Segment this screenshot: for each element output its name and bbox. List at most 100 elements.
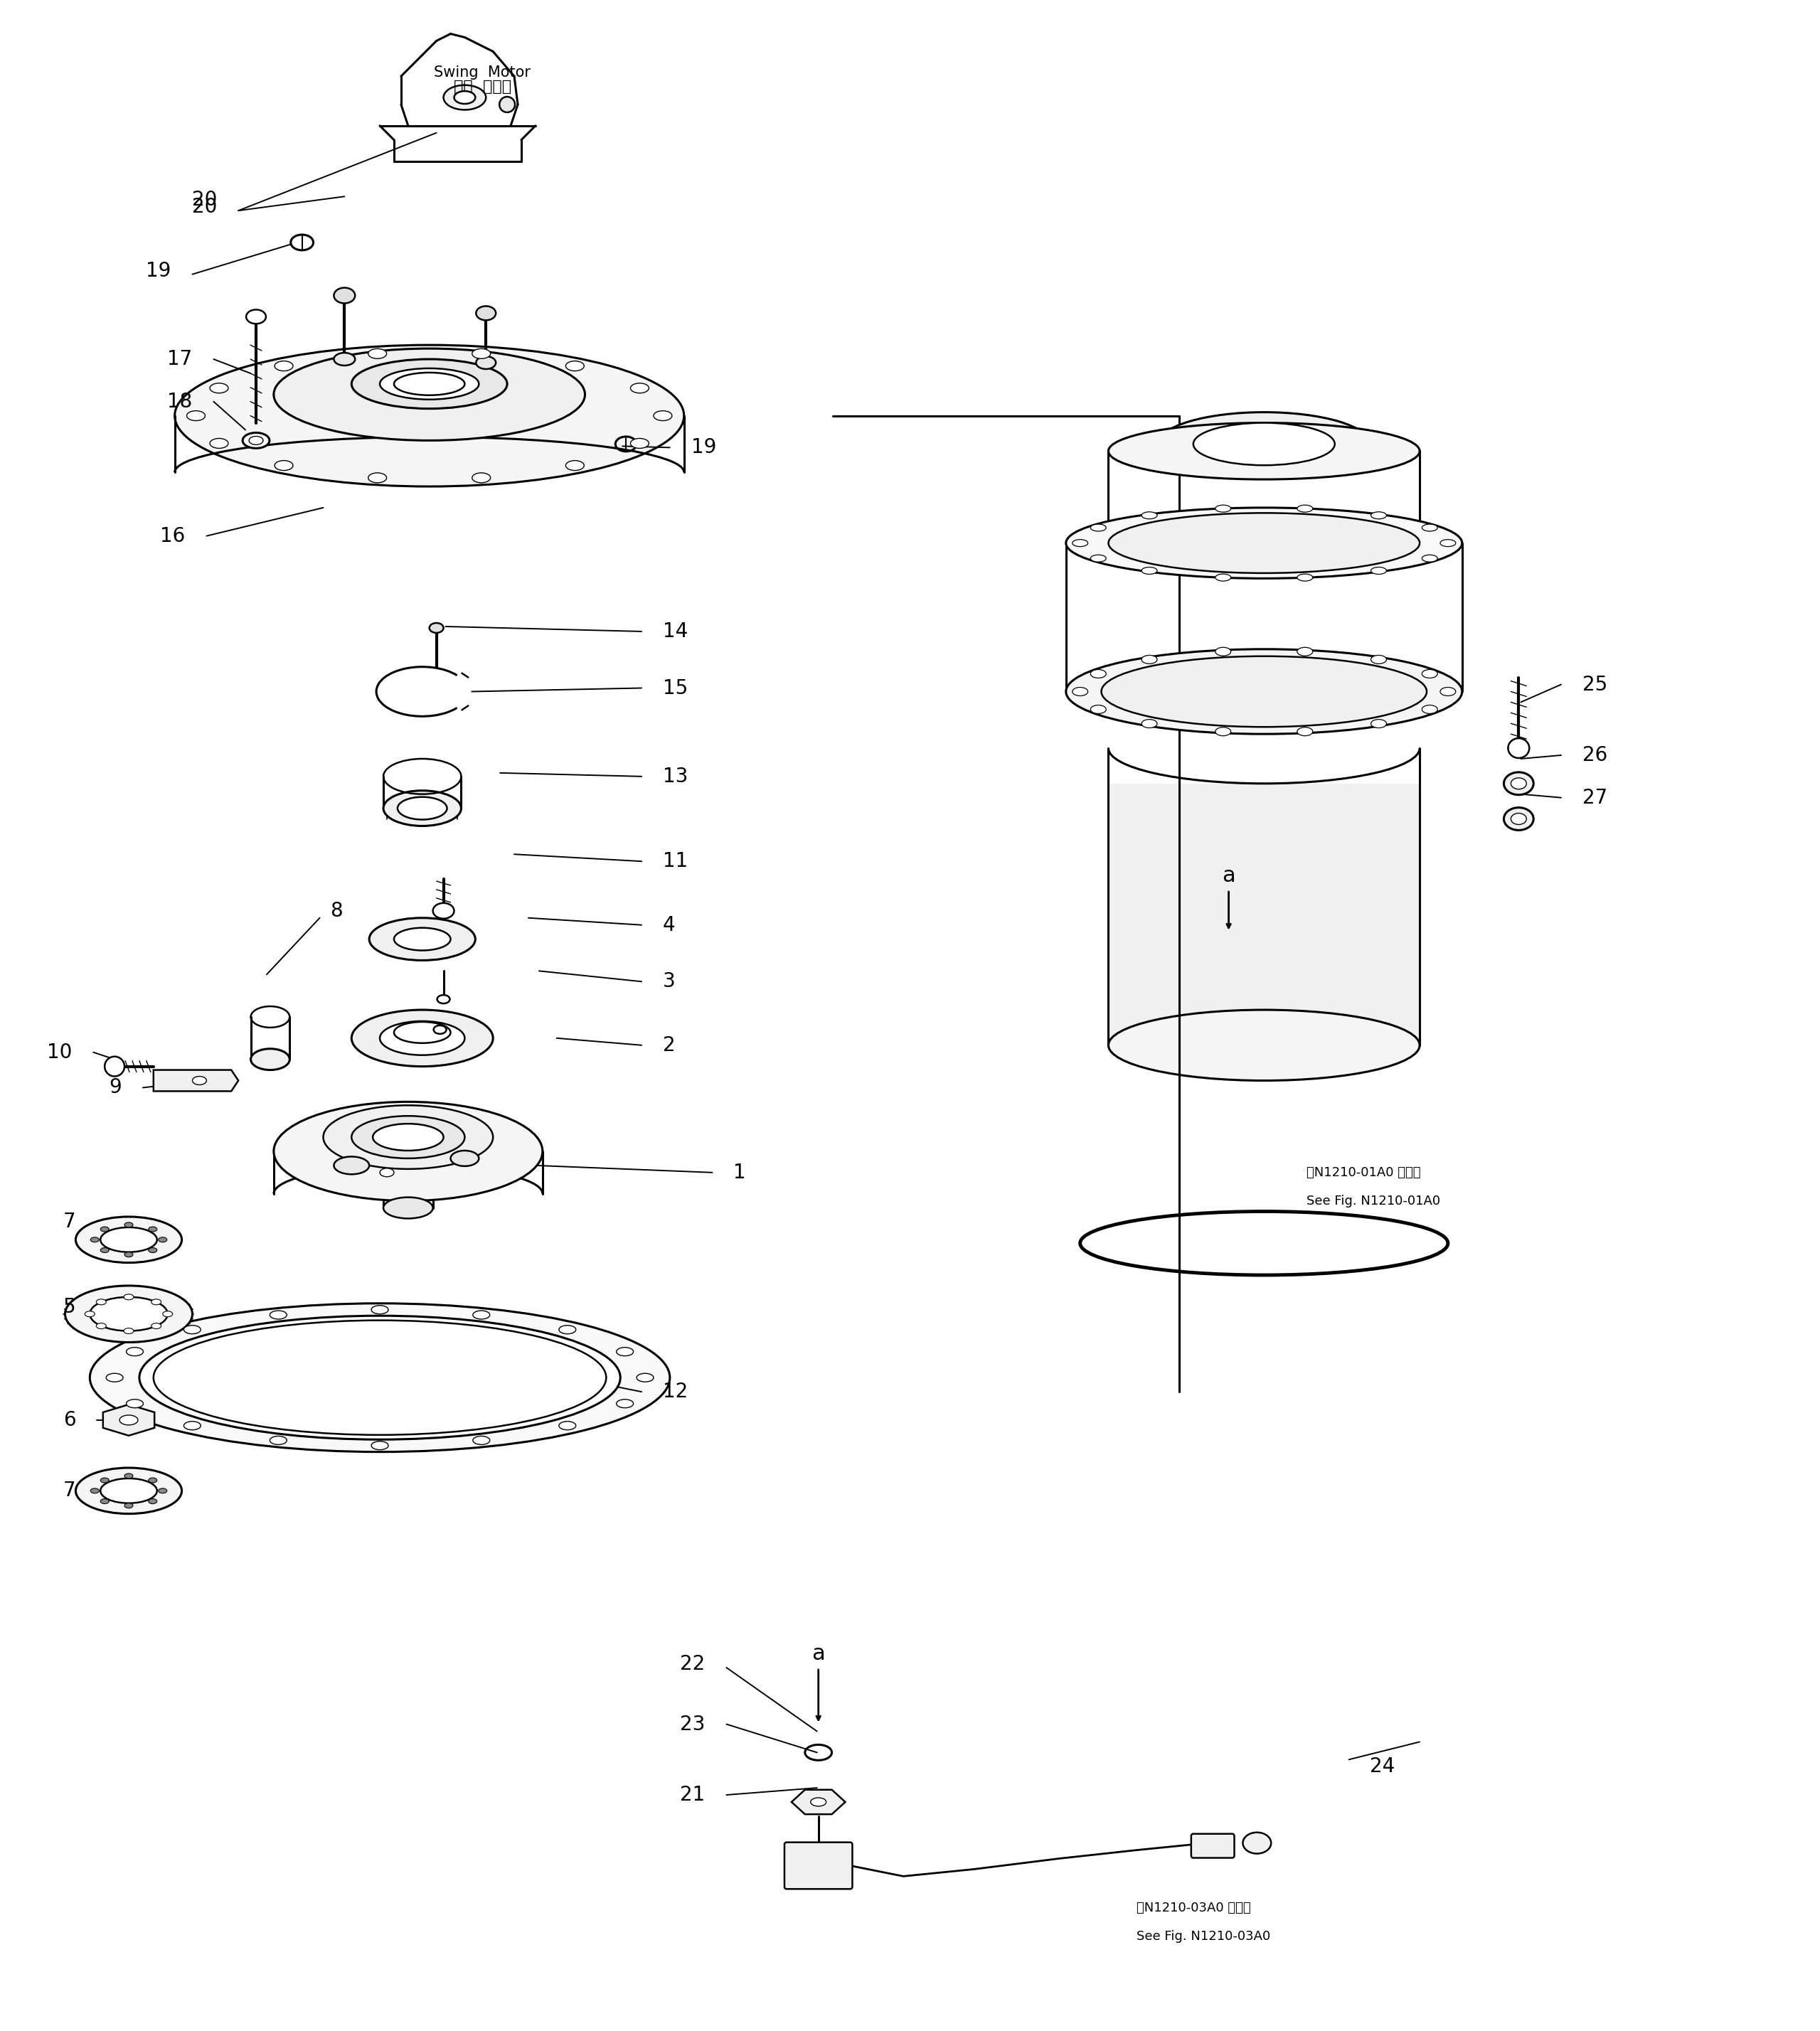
Ellipse shape [1108,1009,1420,1080]
Ellipse shape [1503,808,1534,831]
Ellipse shape [91,1237,98,1243]
Ellipse shape [1421,524,1438,532]
Text: 10: 10 [47,1042,73,1062]
Ellipse shape [1067,508,1461,579]
Ellipse shape [1072,540,1088,546]
Ellipse shape [477,307,495,321]
Ellipse shape [499,97,515,112]
Ellipse shape [86,1312,95,1316]
Ellipse shape [76,1468,182,1513]
Ellipse shape [1101,656,1427,727]
Ellipse shape [96,1322,106,1328]
Text: 20: 20 [191,191,217,209]
Ellipse shape [351,1009,493,1066]
Ellipse shape [246,309,266,323]
Ellipse shape [1108,514,1420,573]
Ellipse shape [437,995,450,1003]
Text: See Fig. N1210-01A0: See Fig. N1210-01A0 [1307,1194,1440,1206]
Ellipse shape [1298,648,1312,656]
Text: 18: 18 [167,392,193,412]
Text: 5: 5 [64,1298,76,1316]
Ellipse shape [209,384,228,394]
Ellipse shape [444,85,486,110]
Ellipse shape [251,1048,289,1070]
Text: 8: 8 [329,902,342,920]
Ellipse shape [1440,686,1456,697]
Ellipse shape [1370,567,1387,575]
FancyBboxPatch shape [784,1842,852,1889]
Ellipse shape [89,1304,670,1452]
Ellipse shape [810,1797,826,1806]
Ellipse shape [1216,648,1230,656]
Text: Swing  Motor: Swing Motor [433,65,531,79]
Text: 7: 7 [64,1481,76,1501]
Ellipse shape [559,1422,575,1430]
Ellipse shape [162,1312,173,1316]
Ellipse shape [430,624,444,634]
Text: 11: 11 [662,851,688,871]
Ellipse shape [1216,575,1230,581]
Ellipse shape [1216,727,1230,735]
Ellipse shape [242,433,269,449]
Ellipse shape [471,349,491,359]
FancyBboxPatch shape [1190,1834,1234,1858]
Ellipse shape [269,1436,288,1444]
Ellipse shape [126,1347,144,1357]
Ellipse shape [473,1310,490,1320]
Ellipse shape [149,1227,157,1231]
Text: 7: 7 [64,1213,76,1233]
Ellipse shape [184,1326,200,1334]
Ellipse shape [1090,554,1107,563]
Text: 9: 9 [109,1078,122,1097]
Ellipse shape [1298,506,1312,512]
Ellipse shape [1298,575,1312,581]
Text: 21: 21 [681,1785,704,1806]
Ellipse shape [630,384,650,394]
Ellipse shape [1216,506,1230,512]
Text: 25: 25 [1582,674,1607,695]
Polygon shape [1108,784,1420,1046]
Text: 27: 27 [1582,788,1607,808]
Text: 22: 22 [681,1653,704,1674]
Ellipse shape [630,439,650,449]
Text: a: a [1221,865,1236,886]
Ellipse shape [1440,540,1456,546]
Ellipse shape [471,473,491,483]
Text: 13: 13 [662,766,688,786]
Ellipse shape [1421,554,1438,563]
Ellipse shape [473,1436,490,1444]
Ellipse shape [193,1076,206,1085]
Ellipse shape [380,368,479,400]
Text: a: a [812,1643,824,1663]
Ellipse shape [1370,719,1387,727]
Ellipse shape [397,796,448,821]
Text: 24: 24 [1370,1757,1396,1777]
Ellipse shape [1509,737,1529,758]
Ellipse shape [149,1479,157,1483]
Ellipse shape [187,410,206,420]
Ellipse shape [455,91,475,104]
Ellipse shape [393,928,451,951]
Ellipse shape [333,353,355,366]
Text: 1: 1 [733,1162,746,1182]
Text: 14: 14 [662,621,688,642]
Ellipse shape [1090,705,1107,713]
Text: 16: 16 [160,526,186,546]
Polygon shape [153,1070,238,1091]
Ellipse shape [617,1347,633,1357]
Text: 旋回  モータ: 旋回 モータ [453,79,511,93]
Ellipse shape [433,1026,446,1034]
Ellipse shape [1421,705,1438,713]
Polygon shape [104,1405,155,1436]
Ellipse shape [477,355,495,370]
Ellipse shape [1194,422,1334,465]
Text: 4: 4 [662,916,675,934]
Ellipse shape [1141,719,1158,727]
Text: 第N1210-03A0 図参照: 第N1210-03A0 図参照 [1138,1901,1250,1915]
Text: See Fig. N1210-03A0: See Fig. N1210-03A0 [1138,1929,1270,1944]
Ellipse shape [151,1300,162,1304]
Ellipse shape [89,1298,167,1330]
Ellipse shape [369,918,475,961]
Ellipse shape [384,790,460,827]
Ellipse shape [1141,656,1158,664]
